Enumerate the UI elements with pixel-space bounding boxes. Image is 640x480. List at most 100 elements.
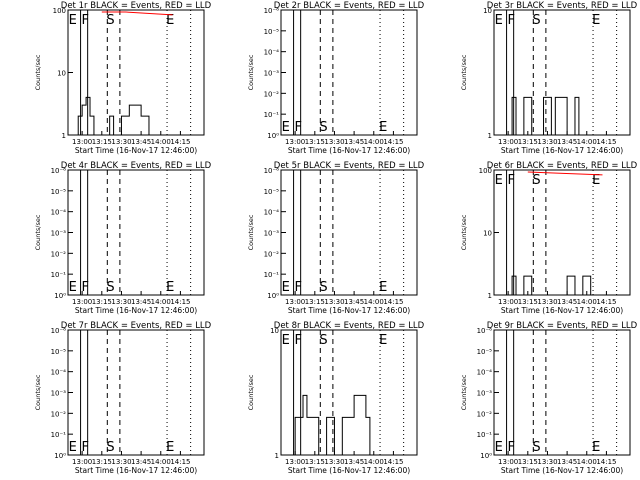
x-axis-label: Start Time (16-Nov-17 12:46:00) [501, 146, 623, 155]
phase-marker-label: E [592, 13, 600, 28]
y-tick-label: 10⁻² [51, 410, 67, 418]
panel-title: Det 1r BLACK = Events, RED = LLD [61, 1, 212, 11]
x-tick-label: 13:45 [557, 298, 577, 306]
y-tick-label: 10⁰ [267, 132, 279, 140]
y-tick-label: 10⁻⁴ [51, 369, 67, 377]
y-tick-label: 10⁻⁶ [51, 167, 67, 175]
y-axis-label: Counts/sec [34, 214, 42, 250]
phase-marker-label: F [82, 280, 89, 295]
x-axis-label: Start Time (16-Nov-17 12:46:00) [501, 306, 623, 315]
y-tick-label: 10 [57, 70, 66, 78]
phase-marker-label: E [69, 280, 77, 295]
phase-marker-label: F [508, 13, 515, 28]
y-tick-label: 10⁻³ [477, 390, 493, 398]
x-tick-label: 14:15 [596, 298, 616, 306]
x-tick-label: 13:45 [131, 458, 151, 466]
phase-marker-label: F [82, 13, 89, 28]
y-tick-label: 10 [483, 230, 492, 238]
x-tick-label: 13:00 [285, 138, 305, 146]
x-tick-label: 13:45 [131, 138, 151, 146]
y-tick-label: 10⁰ [54, 292, 66, 300]
x-tick-label: 13:45 [344, 458, 364, 466]
y-tick-label: 10⁻⁵ [477, 348, 493, 356]
y-tick-label: 10⁻³ [264, 70, 280, 78]
x-tick-label: 14:15 [383, 298, 403, 306]
y-tick-label: 10⁻⁵ [51, 348, 67, 356]
x-tick-label: 13:45 [557, 458, 577, 466]
phase-marker-label: E [495, 440, 503, 455]
y-tick-label: 10 [270, 327, 279, 335]
phase-marker-label: S [319, 333, 327, 348]
events-series [77, 96, 153, 136]
x-tick-label: 13:15 [518, 298, 538, 306]
x-tick-label: 14:15 [596, 458, 616, 466]
y-tick-label: 10⁻⁴ [264, 49, 280, 57]
detector-panel-9: Det 9r BLACK = Events, RED = LLD 10⁰ 10⁻¹ 1… [460, 321, 638, 475]
x-tick-label: 13:00 [285, 458, 305, 466]
detector-panel-8: Det 8r BLACK = Events, RED = LLD 1 10 13:00… [247, 321, 425, 475]
y-tick-label: 10⁻¹ [51, 271, 67, 279]
x-tick-label: 13:30 [537, 298, 557, 306]
phase-marker-label: F [82, 440, 89, 455]
plot-frame [280, 9, 418, 136]
x-tick-label: 13:45 [344, 138, 364, 146]
phase-marker-label: S [532, 440, 540, 455]
y-axis-label: Counts/sec [247, 374, 255, 410]
x-tick-label: 14:00 [151, 298, 171, 306]
phase-marker-label: E [69, 13, 77, 28]
panel-title: Det 7r BLACK = Events, RED = LLD [61, 321, 212, 331]
x-tick-label: 13:30 [537, 458, 557, 466]
x-tick-label: 13:00 [72, 458, 92, 466]
y-tick-label: 10 [483, 7, 492, 15]
x-tick-label: 13:30 [111, 138, 131, 146]
panel-title: Det 9r BLACK = Events, RED = LLD [487, 321, 638, 331]
panel-title: Det 8r BLACK = Events, RED = LLD [274, 321, 425, 331]
phase-marker-label: F [508, 173, 515, 188]
x-tick-label: 14:00 [364, 458, 384, 466]
panel-title: Det 2r BLACK = Events, RED = LLD [274, 1, 425, 11]
plot-frame [280, 329, 418, 456]
plot-frame [493, 9, 631, 136]
events-series [511, 96, 583, 136]
panel-title: Det 4r BLACK = Events, RED = LLD [61, 161, 212, 171]
y-tick-label: 1 [62, 132, 66, 140]
phase-marker-label: E [592, 440, 600, 455]
phase-marker-label: F [508, 440, 515, 455]
phase-marker-label: E [495, 13, 503, 28]
x-tick-label: 14:15 [383, 138, 403, 146]
x-axis-label: Start Time (16-Nov-17 12:46:00) [288, 466, 410, 475]
y-tick-label: 100 [53, 7, 66, 15]
phase-marker-label: S [319, 120, 327, 135]
detector-panel-4: Det 4r BLACK = Events, RED = LLD 10⁰ 10⁻¹ 1… [34, 161, 212, 315]
y-tick-label: 10⁻⁶ [264, 167, 280, 175]
x-tick-label: 13:15 [92, 138, 112, 146]
phase-marker-label: E [166, 280, 174, 295]
phase-marker-label: E [495, 173, 503, 188]
phase-marker-label: S [106, 280, 114, 295]
events-series [508, 275, 595, 296]
y-axis-label: Counts/sec [34, 374, 42, 410]
x-tick-label: 13:15 [92, 298, 112, 306]
x-tick-label: 13:30 [324, 458, 344, 466]
x-axis-label: Start Time (16-Nov-17 12:46:00) [75, 146, 197, 155]
detector-panel-6: Det 6r BLACK = Events, RED = LLD 1 10 100 13… [460, 161, 638, 315]
x-tick-label: 14:15 [170, 458, 190, 466]
y-tick-label: 10⁻⁵ [264, 188, 280, 196]
x-tick-label: 13:30 [111, 298, 131, 306]
x-tick-label: 13:00 [498, 138, 518, 146]
x-tick-label: 13:00 [498, 298, 518, 306]
x-tick-label: 13:15 [305, 138, 325, 146]
y-tick-label: 10⁰ [54, 452, 66, 460]
x-axis-label: Start Time (16-Nov-17 12:46:00) [288, 146, 410, 155]
events-series [294, 394, 371, 456]
lld-series [101, 11, 173, 16]
phase-marker-label: S [532, 13, 540, 28]
y-tick-label: 10⁻³ [264, 230, 280, 238]
phase-marker-label: F [295, 120, 302, 135]
plot-frame [67, 9, 205, 136]
y-tick-label: 10⁰ [480, 452, 492, 460]
y-tick-label: 10⁻¹ [51, 431, 67, 439]
x-tick-label: 13:30 [537, 138, 557, 146]
y-tick-label: 10⁻⁵ [264, 28, 280, 36]
phase-marker-label: S [319, 280, 327, 295]
